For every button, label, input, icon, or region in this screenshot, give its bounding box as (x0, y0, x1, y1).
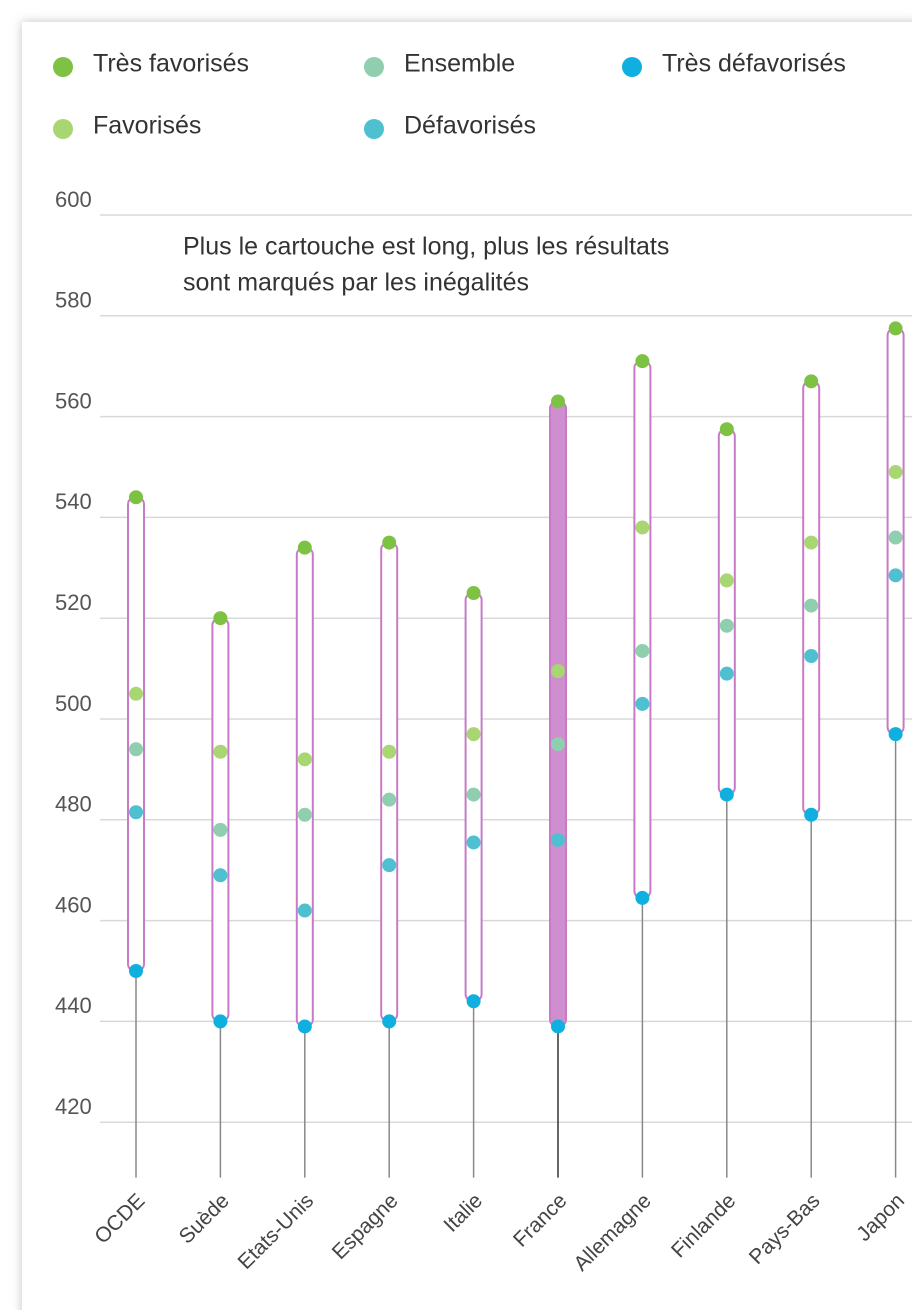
dot (466, 586, 481, 600)
legend-swatch (364, 119, 384, 139)
dot (719, 666, 734, 681)
dot (213, 868, 228, 883)
legend-label: Défavorisés (404, 112, 536, 140)
dot (551, 737, 565, 752)
legend-label: Très favorisés (93, 50, 249, 78)
dot (635, 890, 650, 905)
dot (888, 568, 903, 583)
dot (719, 618, 734, 633)
dot (466, 994, 481, 1009)
dot (382, 744, 397, 759)
y-tick-label: 560 (55, 388, 92, 413)
legend-label: Favorisés (93, 112, 201, 140)
dot (888, 530, 903, 545)
legend-swatch (364, 57, 384, 77)
dot (213, 1014, 228, 1029)
dot (719, 422, 734, 437)
range-box (549, 400, 567, 1028)
dot (635, 696, 650, 711)
y-tick-label: 420 (55, 1094, 92, 1119)
dot (129, 805, 143, 820)
dot (804, 535, 819, 550)
y-tick-label: 540 (55, 489, 92, 514)
dot (804, 374, 819, 389)
dot (888, 321, 903, 336)
range-box (211, 617, 230, 1023)
dot (382, 535, 397, 550)
dot (382, 858, 397, 873)
y-tick-label: 460 (55, 892, 92, 917)
range-box (802, 380, 821, 816)
y-tick-label: 500 (55, 691, 92, 716)
dot (129, 490, 143, 505)
dot (382, 792, 397, 807)
dot (551, 664, 565, 679)
annotation: Plus le cartouche est long, plus les rés… (183, 233, 669, 261)
range-box (633, 360, 652, 899)
dot (466, 727, 481, 742)
legend-swatch (53, 119, 73, 139)
dot (297, 1019, 312, 1034)
dot (466, 787, 481, 802)
dot (129, 964, 143, 978)
range-box (380, 541, 399, 1023)
range-box (717, 428, 736, 796)
dot (635, 520, 650, 535)
range-box (295, 546, 314, 1028)
dot (297, 540, 312, 555)
dot (551, 394, 565, 409)
dot (804, 649, 819, 663)
dot (551, 832, 565, 847)
y-tick-label: 600 (55, 187, 92, 212)
legend-label: Très défavorisés (662, 50, 846, 78)
dot (888, 727, 903, 742)
dot (129, 742, 143, 757)
dot (719, 787, 734, 802)
y-tick-label: 480 (55, 792, 92, 817)
legend-swatch (622, 57, 642, 77)
dot (297, 752, 312, 767)
y-tick-label: 440 (55, 993, 92, 1018)
range-box (127, 496, 145, 972)
dot (719, 573, 734, 588)
dot (382, 1014, 397, 1029)
dot (213, 822, 228, 837)
legend-label: Ensemble (404, 50, 515, 78)
dot (888, 465, 903, 480)
dot (804, 807, 819, 822)
dot (635, 643, 650, 658)
annotation: sont marqués par les inégalités (183, 269, 529, 297)
dot (551, 1019, 565, 1034)
dot (466, 835, 481, 850)
y-tick-label: 520 (55, 590, 92, 615)
dot (129, 686, 143, 701)
dot (635, 354, 650, 369)
y-tick-label: 580 (55, 288, 92, 313)
dot (213, 611, 228, 626)
legend-swatch (53, 57, 73, 77)
dot (213, 744, 228, 759)
dot (804, 598, 819, 613)
dot (297, 807, 312, 822)
dot (297, 903, 312, 918)
